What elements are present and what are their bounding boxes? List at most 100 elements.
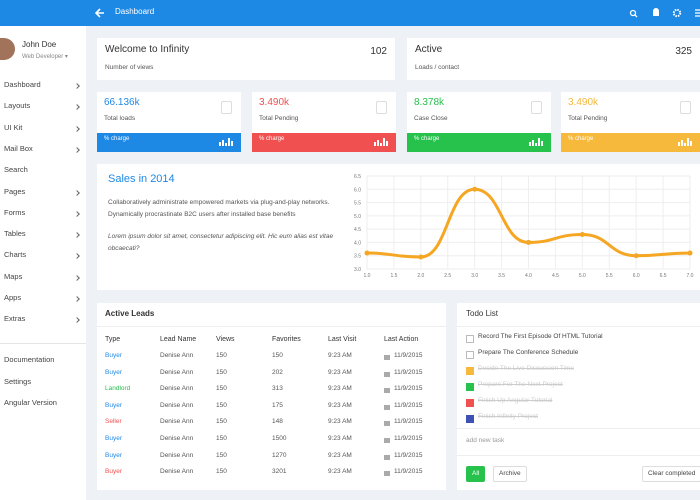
todo-text: Record The First Episode Of HTML Tutoria… (478, 333, 603, 340)
menu-item[interactable]: Search (4, 165, 28, 175)
todo-checkbox[interactable] (466, 415, 474, 423)
logo-icon (2, 7, 8, 19)
lead-cell: 150 (216, 352, 227, 359)
menu-item[interactable]: Apps (4, 293, 22, 302)
avatar (0, 38, 15, 60)
column-header: Lead Name (160, 336, 197, 343)
bar-icon (386, 141, 388, 146)
back-button[interactable] (94, 8, 104, 18)
lead-type: Buyer (105, 435, 122, 442)
stat-icon (221, 101, 232, 114)
bar-icon (222, 140, 224, 146)
column-header: Favorites (272, 336, 301, 343)
todo-checkbox[interactable] (466, 351, 474, 359)
point (579, 231, 585, 237)
stat-label: Total Pending (259, 115, 299, 122)
lead-cell: 9:23 AM (328, 385, 352, 393)
lead-cell: 11/9/2015 (394, 401, 423, 409)
lead-cell: 9:23 AM (328, 435, 352, 442)
menu-item[interactable]: Mail Box (4, 143, 33, 153)
bar-icon (684, 143, 686, 146)
menu-item[interactable]: Dashboard (4, 80, 41, 89)
bar-icon (541, 141, 543, 146)
lead-cell: 3201 (272, 468, 287, 476)
todo-button[interactable]: Archive (493, 466, 527, 482)
stat-value: 8.378k (414, 97, 445, 108)
lead-cell: 150 (272, 352, 283, 359)
menu-item[interactable]: Layouts (4, 101, 31, 111)
stat-footer (97, 133, 241, 152)
lead-cell: 9:23 AM (328, 451, 352, 459)
action-icon (384, 404, 390, 410)
new-task-input[interactable]: add new task (466, 437, 505, 444)
bar-icon (380, 143, 382, 146)
menu-item[interactable]: Angular Version (4, 398, 57, 407)
menu-item[interactable]: Settings (4, 376, 32, 386)
menu-icon[interactable] (695, 9, 700, 17)
bar-icon (383, 138, 385, 146)
menu-item[interactable]: Pages (4, 186, 26, 196)
y-tick-label: 5.5 (354, 201, 361, 207)
x-tick-label: 1.0 (364, 273, 371, 279)
lead-cell: 150 (216, 385, 227, 393)
menu-item[interactable]: UI Kit (4, 122, 23, 132)
settings-icon[interactable] (672, 8, 682, 18)
todo-text: Finish Up Angular Tutorial (478, 397, 553, 404)
y-tick-label: 5.0 (354, 214, 361, 220)
menu-item[interactable]: Forms (4, 207, 26, 217)
lead-cell: 9:23 AM (328, 368, 352, 376)
stat-icon (531, 101, 542, 114)
lead-cell: 150 (216, 401, 227, 409)
bar-icon (377, 140, 379, 146)
menu-item[interactable]: Tables (4, 229, 26, 239)
lead-cell: Denise Ann (160, 401, 194, 409)
todo-checkbox[interactable] (466, 335, 474, 343)
lead-cell: 9:23 AM (328, 401, 352, 409)
lead-cell: Denise Ann (160, 352, 194, 359)
action-icon (384, 388, 390, 394)
topbar-icons (2, 7, 700, 19)
lead-cell: Denise Ann (160, 435, 194, 442)
x-tick-label: 6.5 (660, 273, 667, 279)
todo-checkbox[interactable] (466, 383, 474, 391)
lead-type: Buyer (105, 368, 122, 376)
todo-button[interactable]: All (466, 466, 486, 482)
lead-cell: 11/9/2015 (394, 418, 423, 426)
point (687, 250, 693, 256)
bar-icon (231, 141, 233, 146)
sales-quote: Lorem ipsum dolor sit amet, consectetur … (108, 233, 334, 252)
lead-cell: Denise Ann (160, 368, 194, 376)
x-tick-label: 4.5 (552, 273, 559, 279)
divider (457, 326, 700, 327)
todo-checkbox[interactable] (466, 399, 474, 407)
summary-caption: Loads / contact (415, 64, 460, 71)
lead-cell: Denise Ann (160, 451, 194, 459)
todo-text: Finish Infinity Project (478, 413, 538, 420)
page-title: Dashboard (115, 7, 155, 16)
lead-cell: Denise Ann (160, 418, 194, 426)
todo-checkbox[interactable] (466, 367, 474, 375)
todo-button[interactable]: Clear completed (642, 466, 700, 482)
notification-icon[interactable] (653, 8, 659, 16)
y-tick-label: 4.5 (354, 227, 361, 233)
action-icon (384, 438, 390, 443)
lead-cell: 9:23 AM (328, 468, 352, 476)
action-icon (384, 421, 390, 427)
bar-icon (678, 142, 680, 146)
lead-cell: 9:23 AM (328, 418, 352, 426)
point (418, 254, 424, 260)
menu-item[interactable]: Maps (4, 271, 23, 281)
menu-item[interactable]: Extras (4, 314, 26, 324)
menu-item[interactable]: Charts (4, 250, 27, 260)
search-icon[interactable] (629, 9, 638, 18)
lead-type: Buyer (105, 352, 122, 359)
x-tick-label: 5.5 (606, 273, 613, 279)
lead-cell: 150 (216, 368, 227, 376)
stat-footer-text: % charge (259, 136, 285, 142)
lead-cell: 175 (272, 401, 283, 409)
user-role[interactable]: Web Developer ▾ (22, 54, 68, 60)
menu-item[interactable]: Documentation (4, 355, 55, 364)
bar-icon (690, 141, 692, 146)
x-tick-label: 1.5 (390, 273, 397, 279)
stat-footer (252, 133, 396, 152)
